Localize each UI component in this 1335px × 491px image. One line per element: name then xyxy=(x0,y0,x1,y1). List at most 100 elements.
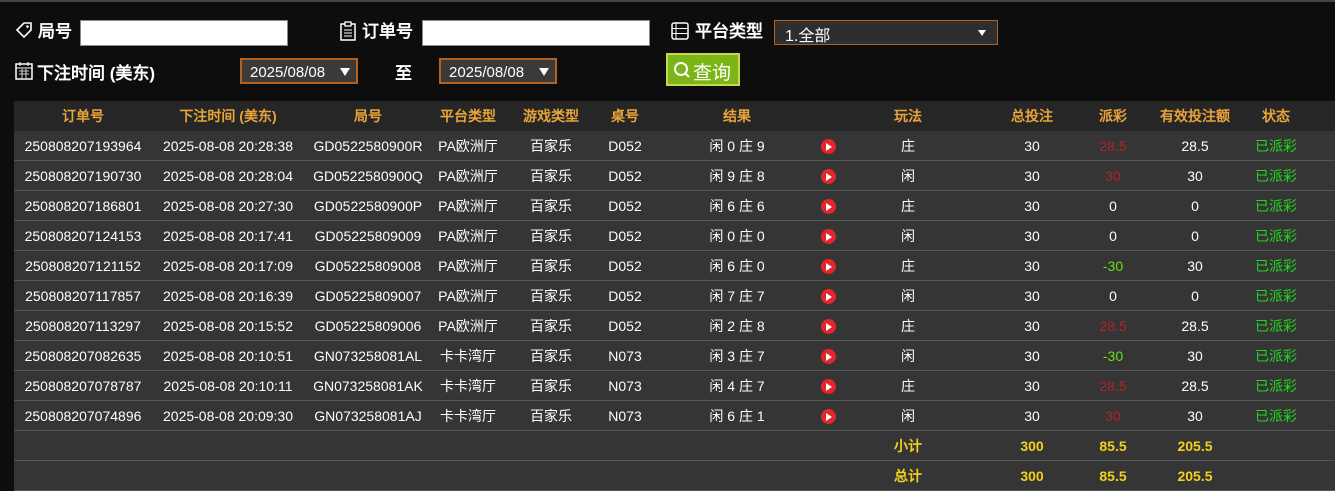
calendar-icon xyxy=(15,62,33,80)
table-cell: 250808207078787 xyxy=(24,378,142,394)
time-label: 下注时间 (美东) xyxy=(37,64,156,83)
platform-value: 1.全部 xyxy=(785,28,831,45)
column-header: 总投注 xyxy=(1011,108,1053,124)
table-cell: 闲 xyxy=(901,228,915,244)
table-cell: 30 xyxy=(1187,168,1203,184)
table-cell: 百家乐 xyxy=(530,168,572,184)
table-cell: GN073258081AJ xyxy=(314,408,422,424)
table-cell: 已派彩 xyxy=(1255,318,1297,334)
table-cell: 30 xyxy=(1024,168,1040,184)
table-cell: GN073258081AL xyxy=(313,348,423,364)
table-cell: 250808207117857 xyxy=(25,288,141,304)
play-icon[interactable] xyxy=(821,289,836,304)
table-cell: 30 xyxy=(1024,258,1040,274)
table-cell: 2025-08-08 20:17:09 xyxy=(163,258,293,274)
table-cell: 卡卡湾厅 xyxy=(440,408,496,424)
table-cell: GD0522580900R xyxy=(313,138,423,154)
play-icon[interactable] xyxy=(821,139,836,154)
table-cell: D052 xyxy=(608,198,642,214)
table-cell: 30 xyxy=(1024,378,1040,394)
table-cell: 30 xyxy=(1024,408,1040,424)
play-icon[interactable] xyxy=(821,319,836,334)
table-cell: 30 xyxy=(1024,288,1040,304)
table-cell: 2025-08-08 20:17:41 xyxy=(163,228,293,244)
table-cell: N073 xyxy=(608,348,642,364)
column-header: 订单号 xyxy=(62,108,104,124)
tag-icon xyxy=(15,22,32,39)
table-cell: PA欧洲厅 xyxy=(438,318,498,334)
table-cell: 30 xyxy=(1024,228,1040,244)
play-icon[interactable] xyxy=(821,169,836,184)
table-cell: 250808207074896 xyxy=(24,408,142,424)
round-input[interactable] xyxy=(80,20,288,46)
date-from[interactable]: 2025/08/08 xyxy=(240,58,358,84)
table-cell: D052 xyxy=(608,318,642,334)
table-cell: 百家乐 xyxy=(530,378,572,394)
table-cell: N073 xyxy=(608,378,642,394)
summary-cell: 85.5 xyxy=(1099,438,1127,454)
table-cell: 闲 7 庄 7 xyxy=(709,288,765,304)
table-row xyxy=(14,401,1335,431)
search-button[interactable]: 查询 xyxy=(666,53,740,86)
table-row xyxy=(14,371,1335,401)
table-cell: -30 xyxy=(1102,348,1124,364)
table-cell: 闲 xyxy=(901,408,915,424)
table-cell: PA欧洲厅 xyxy=(438,198,498,214)
table-cell: 30 xyxy=(1105,408,1121,424)
table-cell: 庄 xyxy=(901,198,915,214)
table-cell: 2025-08-08 20:09:30 xyxy=(163,408,293,424)
table-cell: 0 xyxy=(1191,228,1199,244)
date-arrow xyxy=(340,68,350,76)
table-cell: 28.5 xyxy=(1181,138,1209,154)
summary-cell: 85.5 xyxy=(1099,468,1127,484)
table-cell: 250808207124153 xyxy=(24,228,142,244)
table-cell: -30 xyxy=(1102,258,1124,274)
table-cell: 闲 0 庄 0 xyxy=(709,228,765,244)
table-cell: 28.5 xyxy=(1181,318,1209,334)
play-icon[interactable] xyxy=(821,229,836,244)
table-cell: N073 xyxy=(608,408,642,424)
round-label: 局号 xyxy=(38,22,72,41)
table-cell: 250808207186801 xyxy=(24,198,142,214)
date-to[interactable]: 2025/08/08 xyxy=(439,58,557,84)
table-cell: 28.5 xyxy=(1181,378,1209,394)
table-cell: PA欧洲厅 xyxy=(438,168,498,184)
column-header: 状态 xyxy=(1262,108,1290,124)
to-label: 至 xyxy=(395,64,412,83)
table-cell: 2025-08-08 20:28:04 xyxy=(163,168,293,184)
table-cell: 百家乐 xyxy=(530,318,572,334)
select-arrow xyxy=(978,30,986,36)
table-cell: 2025-08-08 20:10:11 xyxy=(163,378,293,394)
play-icon[interactable] xyxy=(821,259,836,274)
play-triangle xyxy=(826,292,832,301)
table-cell: 28.5 xyxy=(1099,318,1127,334)
play-icon[interactable] xyxy=(821,379,836,394)
summary-row xyxy=(14,431,1335,461)
table-row xyxy=(14,311,1335,341)
date-from-text: 2025/08/08 xyxy=(250,64,326,81)
table-cell: PA欧洲厅 xyxy=(438,228,498,244)
list-icon xyxy=(671,22,689,40)
table-cell: 2025-08-08 20:16:39 xyxy=(163,288,293,304)
table-cell: 已派彩 xyxy=(1255,288,1297,304)
table-cell: 庄 xyxy=(901,318,915,334)
play-icon[interactable] xyxy=(821,409,836,424)
summary-cell: 300 xyxy=(1020,438,1044,454)
column-header: 桌号 xyxy=(611,108,639,124)
table-cell: 30 xyxy=(1024,198,1040,214)
order-input[interactable] xyxy=(422,20,650,46)
table-cell: 0 xyxy=(1191,288,1199,304)
date-to-text: 2025/08/08 xyxy=(449,64,525,81)
platform-select[interactable]: 1.全部 xyxy=(774,20,998,45)
table-cell: 百家乐 xyxy=(530,348,572,364)
table-cell: 250808207193964 xyxy=(24,138,142,154)
table-cell: 闲 xyxy=(901,288,915,304)
column-header: 玩法 xyxy=(894,108,922,124)
summary-cell: 小计 xyxy=(894,438,922,454)
table-cell: 闲 0 庄 9 xyxy=(709,138,765,154)
play-icon[interactable] xyxy=(821,349,836,364)
play-icon[interactable] xyxy=(821,199,836,214)
table-cell: 闲 2 庄 8 xyxy=(709,318,765,334)
summary-cell: 205.5 xyxy=(1177,438,1213,454)
